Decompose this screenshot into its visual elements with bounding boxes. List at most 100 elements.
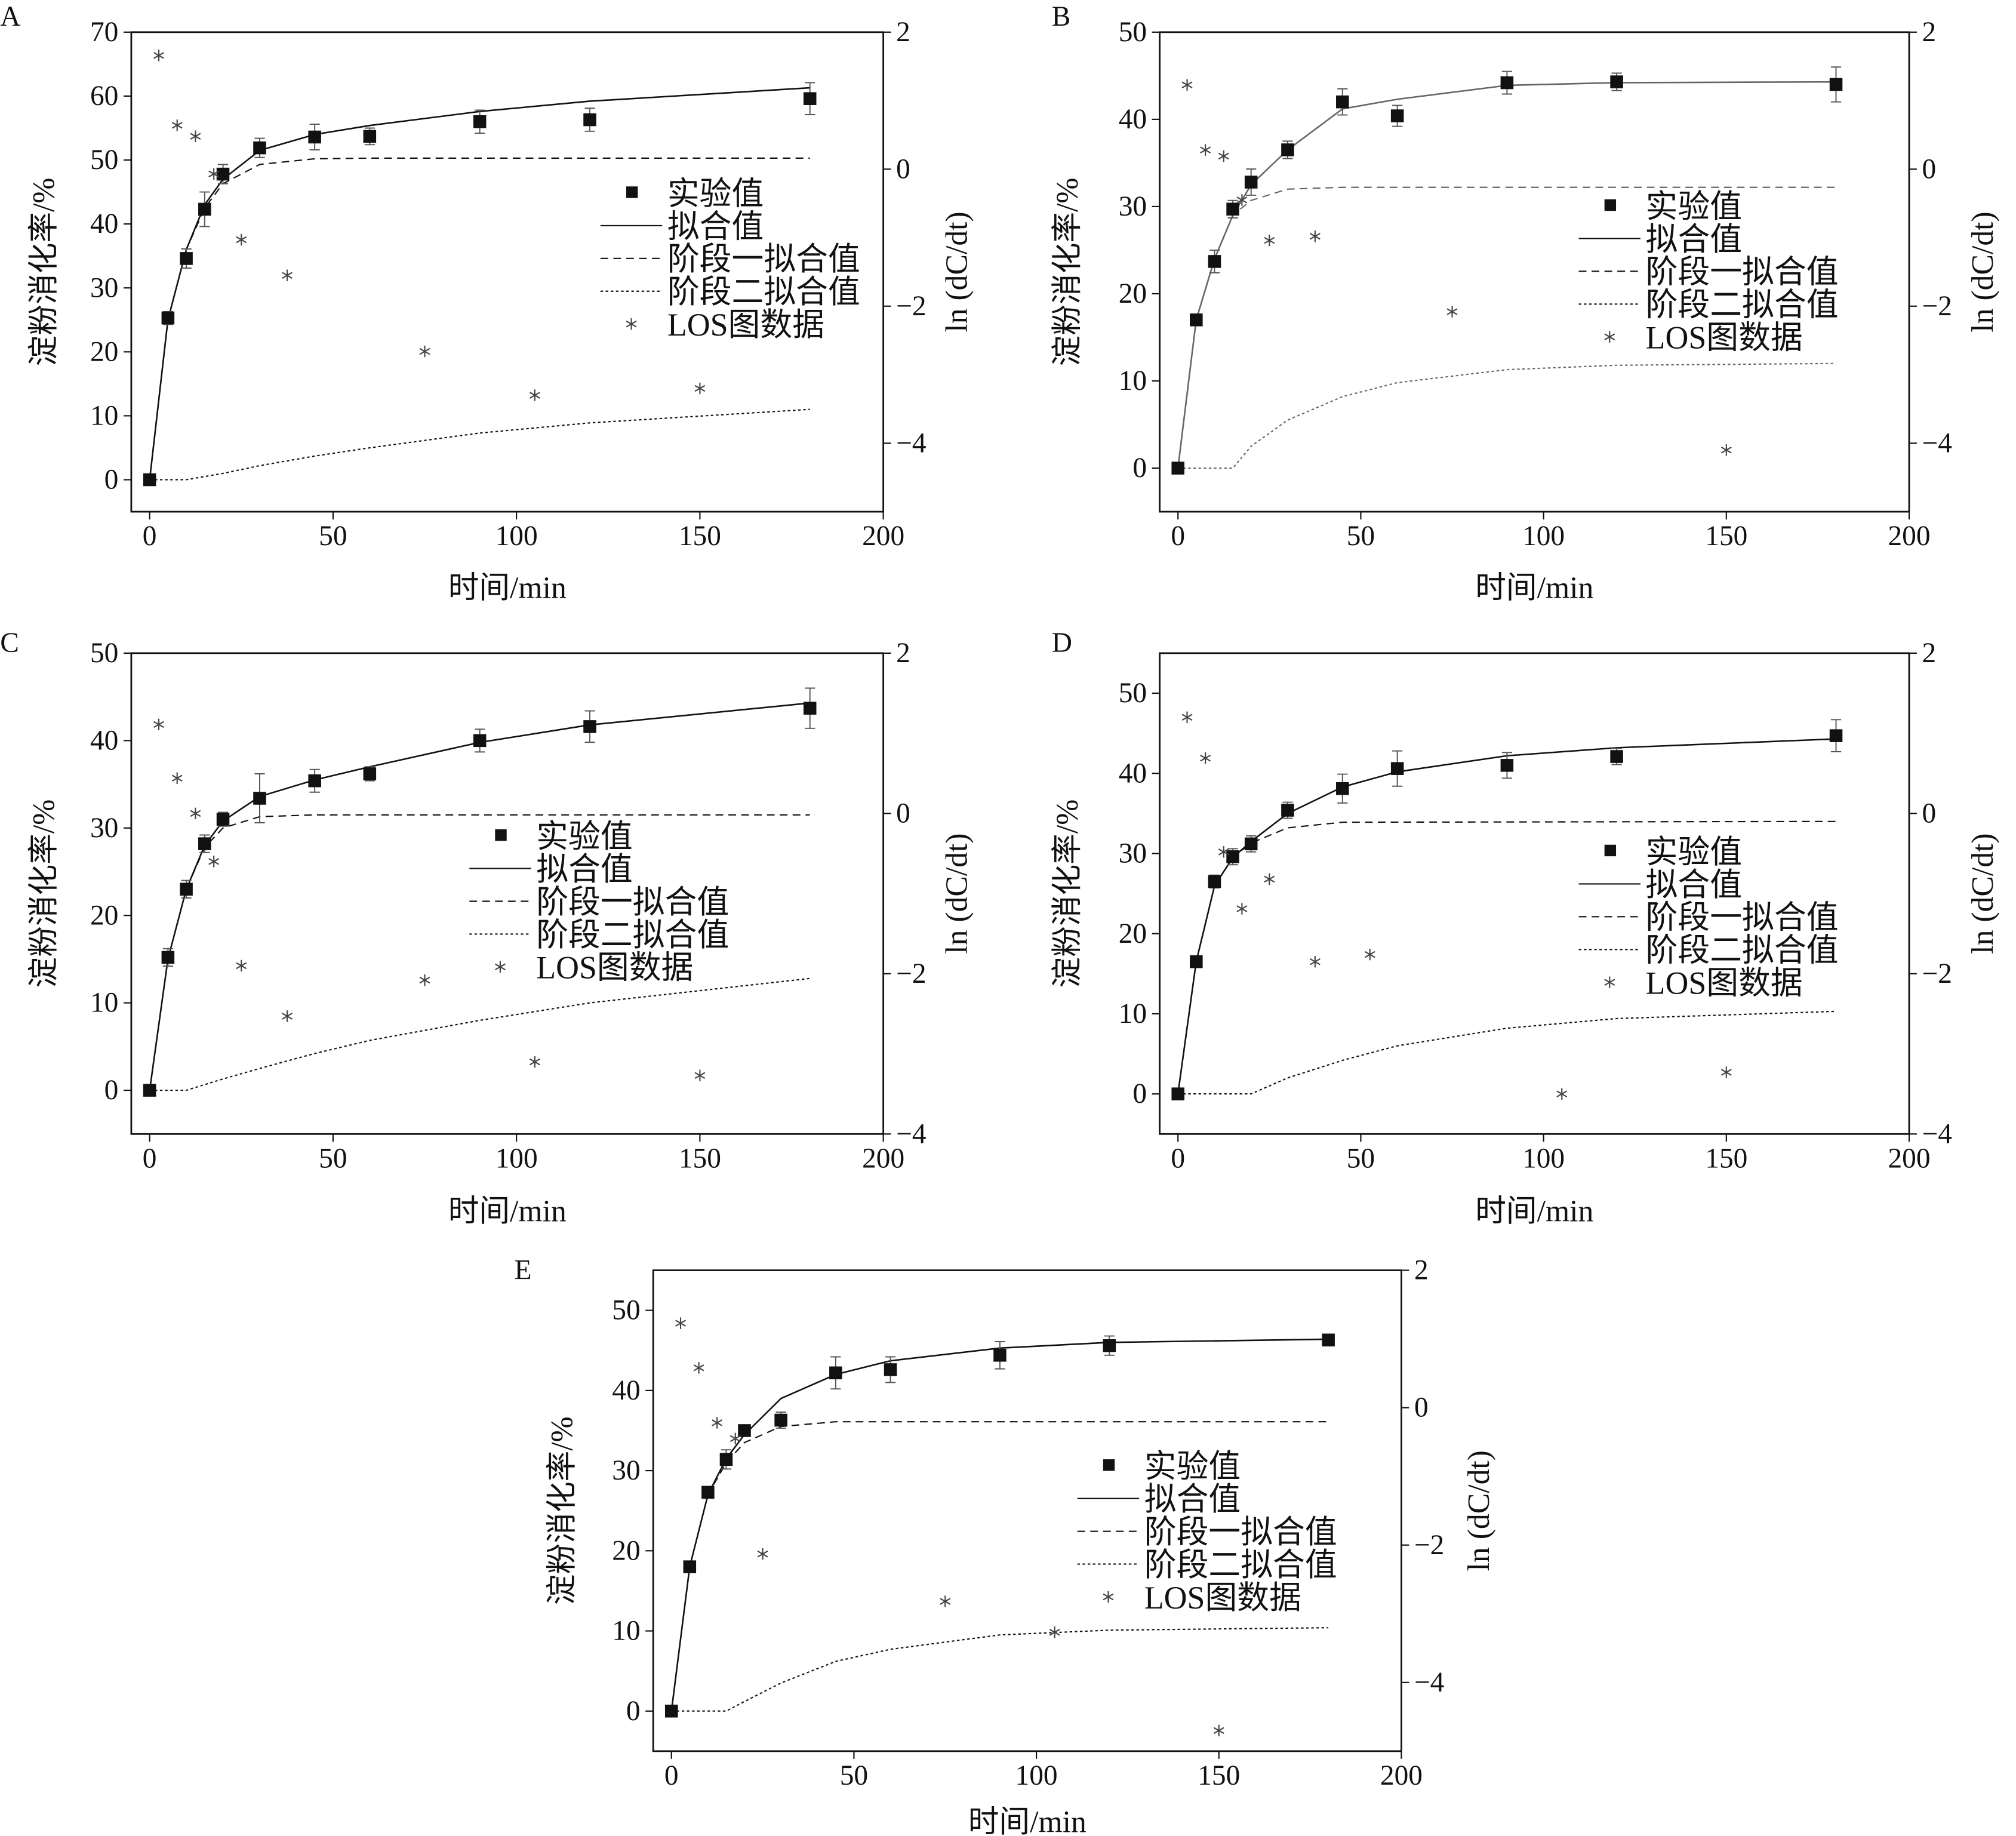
- x-axis-label: 时间/min: [1475, 1195, 1593, 1229]
- experimental-point: [993, 1349, 1007, 1362]
- los-point: [153, 718, 164, 731]
- y-tick-label: 20: [1119, 918, 1147, 949]
- x-tick-label: 100: [1522, 1143, 1565, 1174]
- experimental-point: [829, 1366, 842, 1380]
- y-tick-label: 40: [1119, 104, 1147, 135]
- plot-frame: [130, 31, 885, 513]
- plot-frame: [652, 1269, 1402, 1752]
- experimental-point: [1610, 75, 1623, 88]
- y2-tick-label: −2: [1414, 1530, 1444, 1561]
- legend-label: 拟合值: [536, 851, 633, 887]
- experimental-point: [216, 167, 230, 181]
- stage2-fit-line: [1178, 362, 1836, 469]
- experimental-point: [1244, 176, 1258, 189]
- x-tick-label: 50: [1347, 1143, 1375, 1174]
- y2-tick-label: 2: [896, 638, 910, 669]
- y-tick-label: 30: [612, 1455, 640, 1486]
- los-point: [529, 1056, 540, 1068]
- legend-square-marker: [1604, 199, 1617, 211]
- experimental-point: [1226, 850, 1239, 863]
- experimental-point: [583, 720, 596, 733]
- x-tick-label: 150: [1705, 1143, 1747, 1174]
- y2-tick-label: 2: [1922, 17, 1937, 48]
- y2-tick-label: 0: [896, 798, 910, 829]
- y-tick-label: 70: [90, 17, 118, 48]
- y-axis-label: 淀粉消化率/%: [1051, 178, 1085, 367]
- x-tick-label: 150: [679, 521, 721, 552]
- y-tick-label: 0: [104, 1075, 119, 1106]
- y2-tick-label: 2: [896, 17, 910, 48]
- experimental-point: [198, 837, 211, 850]
- x-tick-label: 0: [143, 1143, 157, 1174]
- experimental-point: [1226, 202, 1239, 216]
- experimental-point: [308, 130, 321, 144]
- legend-square-marker: [626, 186, 638, 198]
- y-tick-label: 10: [1119, 998, 1147, 1029]
- experimental-point: [1829, 78, 1843, 91]
- y-axis-label: 淀粉消化率/%: [1051, 799, 1085, 988]
- experimental-point: [1322, 1333, 1335, 1347]
- y2-axis-label: ln (dC/dt): [1966, 211, 2000, 332]
- los-point: [1309, 230, 1321, 242]
- x-tick-label: 50: [319, 521, 347, 552]
- x-tick-label: 100: [1015, 1760, 1058, 1791]
- legend-star-marker: [1604, 976, 1615, 988]
- legend-label: 阶段二拟合值: [667, 274, 860, 310]
- experimental-point: [884, 1363, 897, 1376]
- x-tick-label: 150: [679, 1143, 721, 1174]
- los-point: [419, 974, 430, 986]
- legend-label: 拟合值: [1144, 1481, 1241, 1517]
- experimental-point: [253, 792, 266, 805]
- experimental-point: [161, 311, 175, 325]
- y2-axis-label: ln (dC/dt): [940, 833, 974, 954]
- los-point: [1200, 752, 1211, 764]
- x-tick-label: 200: [1888, 521, 1930, 552]
- experimental-point: [1500, 759, 1514, 772]
- y-axis-label: 淀粉消化率/%: [546, 1416, 580, 1605]
- los-point: [419, 345, 430, 358]
- y2-tick-label: −2: [896, 291, 926, 322]
- legend-label: 实验值: [536, 819, 633, 854]
- x-tick-label: 50: [840, 1760, 868, 1791]
- experimental-point: [1171, 1087, 1184, 1100]
- x-tick-label: 200: [862, 521, 904, 552]
- stage2-fit-line: [671, 1627, 1329, 1712]
- y2-tick-label: 0: [1414, 1392, 1429, 1423]
- los-point: [694, 1069, 706, 1081]
- experimental-point: [1500, 76, 1514, 90]
- legend-label: 阶段二拟合值: [1646, 287, 1839, 323]
- experimental-point: [253, 141, 266, 155]
- plot-frame: [1159, 652, 1910, 1135]
- y-tick-label: 60: [90, 81, 118, 112]
- legend-label: 拟合值: [667, 208, 764, 244]
- los-point: [208, 856, 220, 868]
- los-point: [171, 119, 183, 131]
- stage2-fit-line: [149, 977, 810, 1091]
- y2-tick-label: 2: [1414, 1255, 1429, 1286]
- los-point: [236, 233, 247, 246]
- experimental-point: [774, 1413, 787, 1427]
- los-point: [236, 959, 247, 972]
- los-point: [1264, 873, 1275, 885]
- y-tick-label: 20: [90, 900, 118, 931]
- experimental-point: [1610, 750, 1623, 763]
- los-point: [1446, 306, 1458, 318]
- experimental-point: [1390, 109, 1404, 122]
- y-tick-label: 30: [90, 813, 118, 844]
- y-tick-label: 10: [1119, 365, 1147, 396]
- los-point: [1218, 150, 1229, 162]
- experimental-point: [143, 1084, 156, 1097]
- legend-square-marker: [1103, 1459, 1115, 1471]
- y-tick-label: 30: [90, 272, 118, 303]
- y-tick-label: 20: [612, 1535, 640, 1566]
- y-tick-label: 0: [1132, 1078, 1147, 1109]
- legend-label: LOS图数据: [1144, 1580, 1301, 1616]
- experimental-point: [1208, 255, 1221, 268]
- los-point: [1218, 846, 1229, 858]
- y2-tick-label: 0: [1922, 798, 1937, 829]
- x-tick-label: 150: [1705, 521, 1747, 552]
- chart-panel-b: B 0 50 100 150 200 0 10 20 30 40 50 −4 −2 0 2 时间/min 淀粉消化…: [1051, 1, 2000, 605]
- experimental-point: [1171, 462, 1184, 475]
- experimental-point: [1390, 762, 1404, 775]
